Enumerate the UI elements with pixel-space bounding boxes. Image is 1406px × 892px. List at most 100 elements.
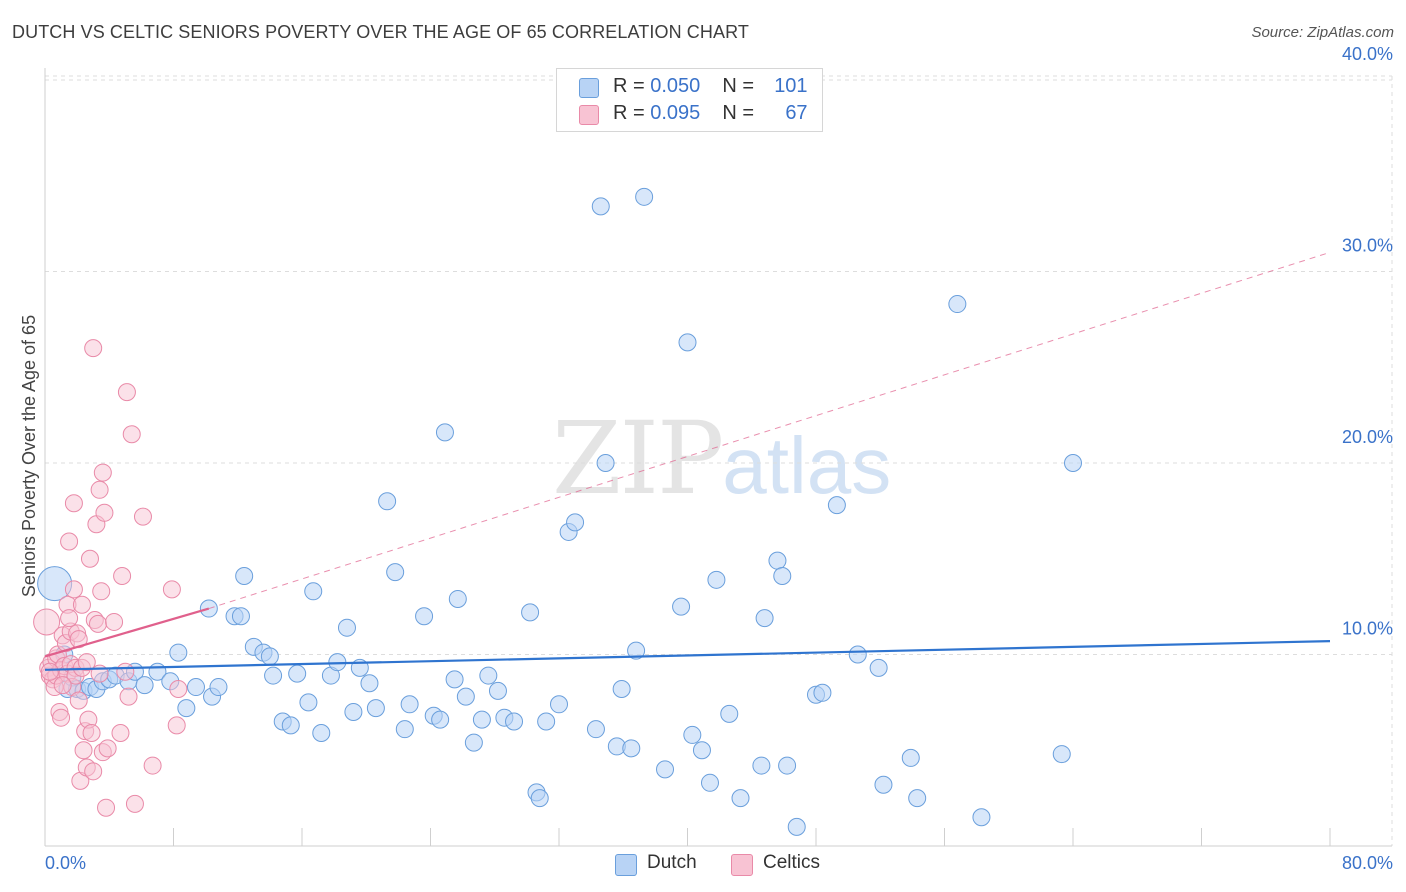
celtic-point <box>95 503 114 522</box>
celtic-point <box>167 716 186 735</box>
celtic-point <box>69 691 88 710</box>
dutch-point <box>177 699 196 718</box>
dutch-point <box>612 679 631 698</box>
dutch-point <box>435 423 454 442</box>
dutch-point <box>768 551 787 570</box>
legend-r-value: 0.095 <box>650 102 701 124</box>
legend-r-label: R = <box>613 102 651 124</box>
celtic-point <box>80 549 99 568</box>
dutch-point <box>288 664 307 683</box>
dutch-point <box>635 187 654 206</box>
x-tick-label-min: 0.0% <box>45 853 86 873</box>
dutch-point <box>692 741 711 760</box>
celtic-point <box>117 383 136 402</box>
dutch-point <box>755 609 774 628</box>
celtic-point <box>74 741 93 760</box>
dutch-point <box>304 582 323 601</box>
celtic-point <box>113 566 132 585</box>
legend-r-value: 0.050 <box>650 75 701 97</box>
dutch-point <box>596 454 615 472</box>
celtic-point <box>82 724 101 743</box>
dutch-point <box>456 687 475 706</box>
dutch-point <box>186 678 205 697</box>
dutch-points <box>37 187 1082 836</box>
dutch-trend-line <box>44 639 1331 671</box>
dutch-point <box>778 756 797 775</box>
celtic-points <box>33 339 188 817</box>
dutch-point <box>281 716 300 735</box>
dutch-point <box>505 712 524 731</box>
dutch-point <box>235 566 254 585</box>
dutch-point <box>464 733 483 752</box>
dutch-point <box>948 295 967 314</box>
dutch-point <box>337 618 356 637</box>
axes <box>44 68 1392 847</box>
celtic-point <box>97 798 116 817</box>
celtic-point <box>72 595 91 614</box>
dutch-point <box>231 607 250 626</box>
dutch-point <box>400 695 419 714</box>
axis-labels: 10.0% 20.0% 30.0% 40.0% 0.0% 80.0% Seniors Pov… <box>19 44 1393 873</box>
celtic-point <box>52 708 71 727</box>
dutch-swatch-icon <box>579 78 599 98</box>
dutch-point <box>787 817 806 836</box>
dutch-point <box>386 563 405 582</box>
celtic-point <box>89 614 108 633</box>
legend-n-label: N = <box>722 75 760 97</box>
celtic-point <box>33 608 61 636</box>
dutch-point <box>431 710 450 729</box>
celtic-point <box>60 609 79 628</box>
legend-celtics-stats: R = 0.095 N = 67 <box>613 102 808 125</box>
dutch-point <box>521 603 540 622</box>
celtic-point <box>122 425 141 444</box>
celtic-point <box>93 463 112 482</box>
dutch-point <box>366 699 385 718</box>
y-tick-label: 20.0% <box>1342 427 1393 447</box>
dutch-point <box>972 808 991 827</box>
celtic-point <box>169 679 188 698</box>
dutch-point <box>869 658 888 677</box>
watermark-atlas: atlas <box>722 421 892 510</box>
celtic-point <box>133 507 152 526</box>
celtic-point <box>40 662 59 681</box>
dutch-point <box>672 597 691 616</box>
legend-r-label: R = <box>613 75 651 97</box>
celtic-point <box>119 687 138 706</box>
dutch-legend-icon <box>615 854 637 876</box>
celtic-trend-line-extended <box>208 251 1331 610</box>
legend-n-value: 67 <box>785 102 808 124</box>
dutch-point <box>530 789 549 808</box>
dutch-point <box>550 695 568 714</box>
dutch-point <box>260 647 279 666</box>
dutch-point <box>901 748 920 767</box>
celtic-point <box>53 676 72 695</box>
dutch-point <box>678 333 697 352</box>
x-tick-label-max: 80.0% <box>1342 853 1393 873</box>
celtic-point <box>84 762 103 781</box>
dutch-point <box>360 674 379 693</box>
celtic-point <box>116 662 135 681</box>
dutch-point <box>537 712 556 731</box>
dutch-point <box>415 607 434 626</box>
dutch-point <box>908 789 927 808</box>
legend-n-label: N = <box>722 102 760 124</box>
dutch-point <box>848 645 867 664</box>
dutch-point <box>169 643 188 662</box>
dutch-point <box>773 566 792 585</box>
y-axis-title: Seniors Poverty Over the Age of 65 <box>19 315 39 597</box>
celtic-point <box>84 339 103 358</box>
dutch-point <box>656 760 675 779</box>
celtic-point <box>90 480 109 499</box>
dutch-point <box>566 513 585 532</box>
zipatlas-watermark: ZIPatlas <box>552 400 891 517</box>
chart-title: DUTCH VS CELTIC SENIORS POVERTY OVER THE… <box>12 22 749 42</box>
dutch-point <box>344 702 363 721</box>
dutch-point <box>479 666 498 685</box>
dutch-point <box>448 589 467 608</box>
celtic-point <box>64 494 83 513</box>
dutch-point <box>752 756 771 775</box>
dutch-point <box>395 720 414 739</box>
dutch-legend-label: Dutch <box>647 852 697 873</box>
celtic-point <box>64 580 83 599</box>
y-tick-label: 30.0% <box>1342 236 1393 256</box>
